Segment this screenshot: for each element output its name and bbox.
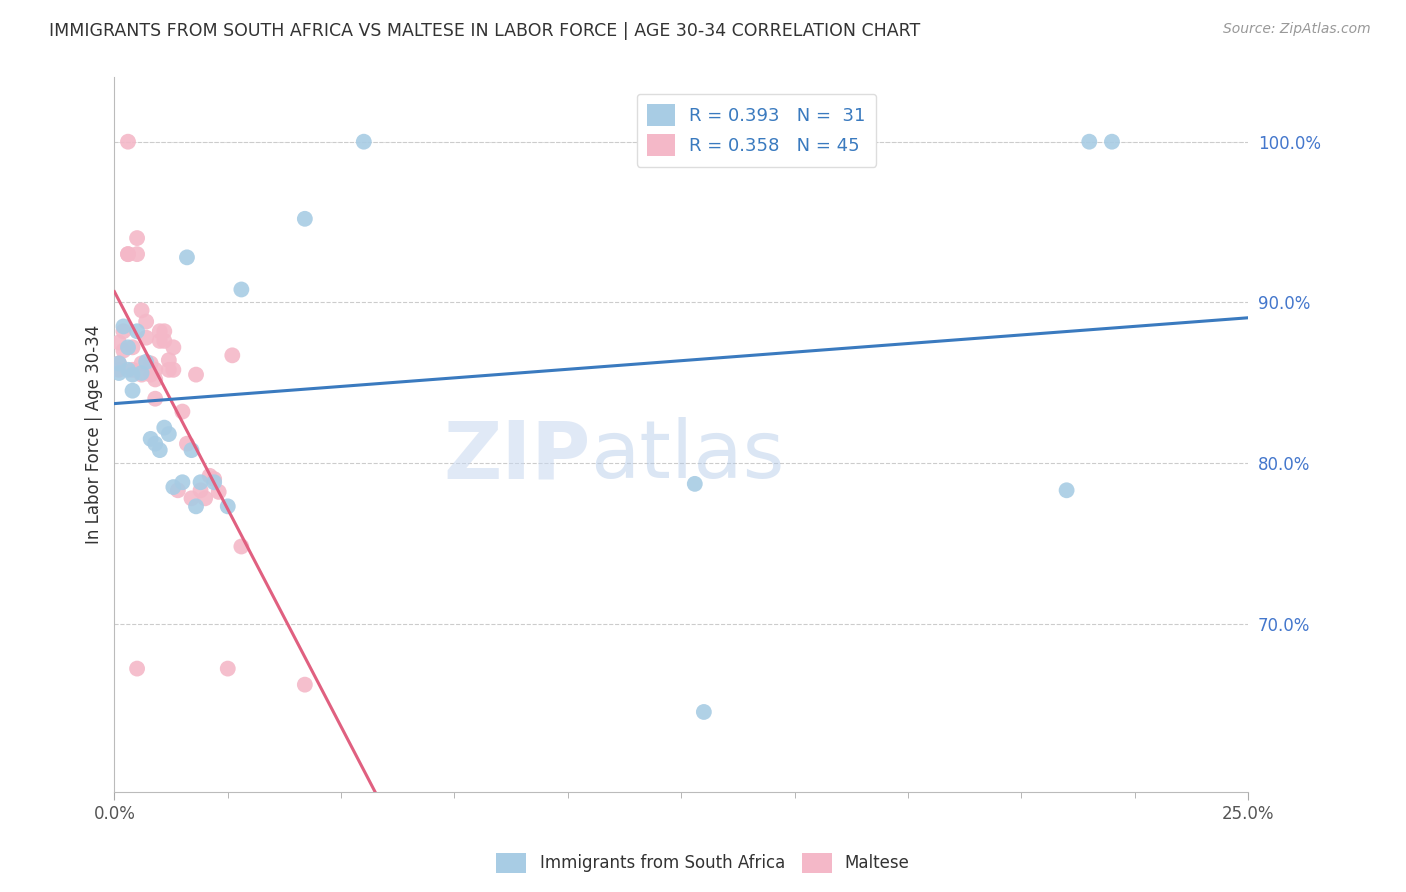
Point [162, 480, 184, 494]
Point [1056, 483, 1078, 498]
Point [184, 500, 207, 514]
Point [121, 368, 143, 382]
Point [190, 483, 212, 498]
Point [208, 484, 231, 499]
Point [112, 343, 135, 358]
Point [149, 443, 172, 458]
Point [131, 368, 153, 382]
Point [157, 353, 180, 368]
Text: ZIP: ZIP [443, 417, 591, 495]
Point [135, 315, 157, 329]
Point [231, 540, 253, 554]
Legend: R = 0.393   N =  31, R = 0.358   N = 45: R = 0.393 N = 31, R = 0.358 N = 45 [637, 94, 876, 167]
Point [683, 476, 706, 491]
Point [121, 363, 143, 377]
Point [117, 363, 139, 377]
Point [180, 491, 202, 506]
Point [125, 662, 148, 676]
Point [135, 355, 157, 369]
Point [143, 363, 166, 377]
Point [125, 324, 148, 338]
Point [1101, 135, 1123, 149]
Point [190, 475, 212, 490]
Point [194, 491, 217, 506]
Text: Source: ZipAtlas.com: Source: ZipAtlas.com [1223, 22, 1371, 37]
Point [176, 251, 198, 265]
Y-axis label: In Labor Force | Age 30-34: In Labor Force | Age 30-34 [86, 326, 103, 544]
Point [108, 366, 131, 380]
Point [117, 340, 139, 354]
Point [139, 432, 162, 446]
Point [217, 500, 239, 514]
Point [162, 363, 184, 377]
Point [172, 475, 194, 490]
Point [135, 331, 157, 345]
Point [217, 662, 239, 676]
Point [153, 324, 176, 338]
Point [221, 348, 243, 362]
Point [157, 363, 180, 377]
Point [202, 475, 225, 490]
Point [139, 356, 162, 370]
Point [167, 483, 190, 498]
Point [176, 436, 198, 450]
Legend: Immigrants from South Africa, Maltese: Immigrants from South Africa, Maltese [489, 847, 917, 880]
Point [108, 363, 131, 377]
Point [117, 135, 139, 149]
Point [693, 705, 716, 719]
Point [180, 443, 202, 458]
Point [108, 356, 131, 370]
Point [353, 135, 375, 149]
Point [108, 335, 131, 350]
Point [143, 392, 166, 406]
Point [125, 247, 148, 261]
Point [108, 356, 131, 370]
Point [153, 334, 176, 348]
Point [112, 319, 135, 334]
Point [153, 420, 176, 434]
Point [162, 340, 184, 354]
Point [112, 324, 135, 338]
Point [143, 436, 166, 450]
Point [294, 211, 316, 226]
Point [1078, 135, 1101, 149]
Text: IMMIGRANTS FROM SOUTH AFRICA VS MALTESE IN LABOR FORCE | AGE 30-34 CORRELATION C: IMMIGRANTS FROM SOUTH AFRICA VS MALTESE … [49, 22, 921, 40]
Point [202, 472, 225, 486]
Point [117, 247, 139, 261]
Point [149, 334, 172, 348]
Point [172, 404, 194, 418]
Point [231, 283, 253, 297]
Point [294, 678, 316, 692]
Point [198, 468, 221, 483]
Point [121, 340, 143, 354]
Point [143, 372, 166, 386]
Point [121, 384, 143, 398]
Point [131, 303, 153, 318]
Point [149, 324, 172, 338]
Point [139, 368, 162, 382]
Point [184, 368, 207, 382]
Point [157, 427, 180, 442]
Point [131, 366, 153, 380]
Text: atlas: atlas [591, 417, 785, 495]
Point [125, 231, 148, 245]
Point [131, 356, 153, 370]
Point [117, 247, 139, 261]
